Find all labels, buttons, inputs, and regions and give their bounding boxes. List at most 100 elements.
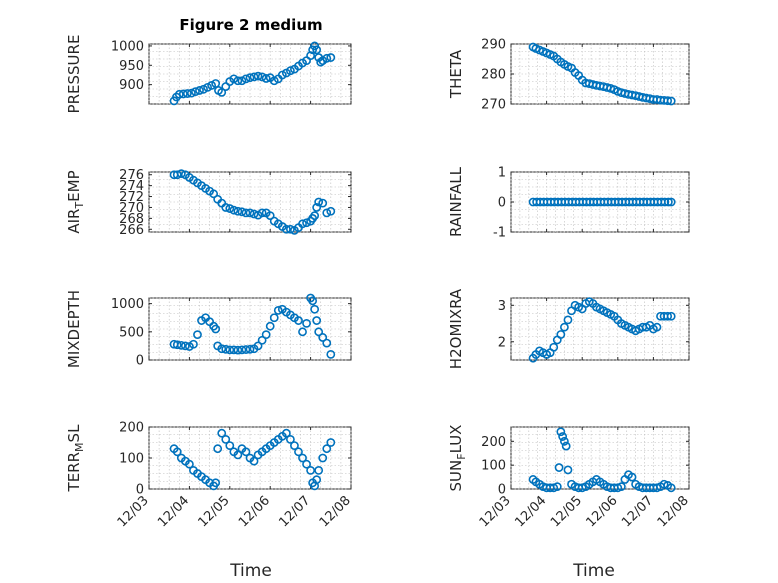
data-point [318,198,328,208]
y-tick-label: 0 [136,483,144,498]
x-tick-label: 12/07 [619,493,656,530]
data-point [318,453,328,463]
data-point [322,444,332,454]
data-point [285,66,295,76]
y-label-part: SL [65,424,83,443]
data-point [269,313,279,323]
data-point [245,73,255,83]
data-point [294,316,303,325]
subplot-4: -1 0 1 RAINFALL [447,166,690,241]
data-point [191,87,200,97]
x-tick-label: 12/06 [236,493,273,530]
data-point [209,189,219,199]
data-point [556,427,566,437]
y-label-part: EMP [65,170,83,201]
data-point [314,465,324,475]
data-point [558,432,568,441]
data-point [281,428,291,438]
data-point [211,324,221,334]
data-point [560,322,569,332]
y-axis-label-8: SUNFLUX [447,425,468,492]
data-point [211,478,221,488]
subplot-7: 12/03 12/04 12/05 12/06 12/07 12/08 0 100 200 TER… [65,421,354,531]
data-point [666,197,676,207]
data-point [318,333,328,342]
data-point [233,76,243,86]
data-point [554,463,564,472]
y-tick-label: 1000 [111,297,144,312]
data-point [253,341,263,351]
x-tick-label: 12/08 [655,493,692,530]
data-point [241,345,251,354]
data-point [172,340,182,350]
data-point [225,441,235,450]
data-point [233,206,243,216]
data-point [652,322,662,332]
data-point [241,208,251,218]
data-point [245,208,255,218]
data-point [217,87,227,97]
y-label-subscript: M [73,442,86,452]
data-point [257,72,267,82]
data-point [172,170,182,180]
data-point [273,305,283,315]
data-point [663,96,673,106]
data-point [221,344,231,354]
y-tick-label: 950 [119,59,144,74]
data-point [666,96,676,106]
y-tick-label: 268 [119,212,144,227]
data-point [326,206,336,216]
data-point [229,345,239,355]
data-point [176,169,186,179]
y-label-part: TERR [65,452,83,493]
data-point [563,315,573,325]
data-point [257,208,267,218]
data-point [312,45,322,55]
subplot-2: 270 280 290 THETA [447,38,690,113]
x-axis-label-left: Time [229,561,272,581]
data-point [326,53,336,62]
y-axis-label-5: MIXDEPTH [65,290,83,368]
x-tick-label: 12/07 [276,493,313,530]
y-label-part: LUX [447,425,465,454]
figure-title: Figure 2 medium [179,16,322,34]
x-tick-label: 12/06 [584,493,621,530]
x-tick-label: 12/05 [196,493,233,530]
data-point [627,472,637,482]
data-point [229,205,239,215]
data-point [176,340,186,350]
data-point [322,208,332,218]
y-tick-label: 270 [481,98,506,113]
data-point [663,197,673,207]
data-point [213,444,223,454]
data-point [261,74,271,83]
data-point [217,344,227,354]
data-point [233,450,243,460]
y-tick-label: -1 [493,226,506,241]
data-point [178,89,188,99]
y-axis-label-2: THETA [447,49,465,99]
data-point [180,341,190,351]
data-point [172,447,182,457]
y-label-subscript: F [455,453,468,459]
data-point [560,436,569,446]
data-point [663,311,673,321]
data-point [187,88,196,98]
data-point [285,224,295,234]
data-point [298,453,307,463]
data-point [193,330,202,340]
y-tick-label: 270 [119,201,144,216]
y-tick-label: 3 [498,299,506,314]
data-point [233,345,243,355]
x-tick-label: 12/04 [512,493,549,530]
y-axis-label-3: AIRTEMP [65,170,86,233]
data-point [666,483,676,493]
data-point [549,342,559,352]
data-point [302,459,311,469]
data-point [312,475,322,485]
data-point [195,86,204,95]
